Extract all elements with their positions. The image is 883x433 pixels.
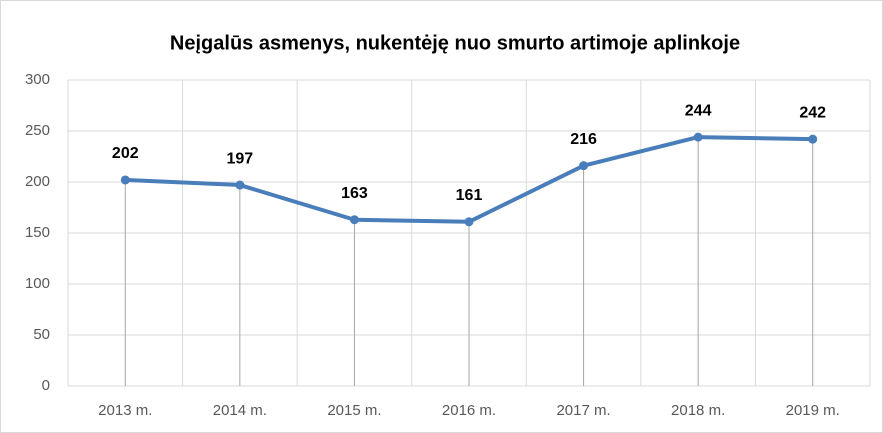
data-label: 202	[112, 145, 139, 162]
x-tick-label: 2013 m.	[98, 402, 152, 419]
point	[808, 134, 818, 144]
x-tick-label: 2017 m.	[556, 402, 610, 419]
point	[120, 175, 130, 185]
y-tick-label: 0	[42, 377, 50, 394]
y-tick-label: 50	[33, 326, 50, 343]
y-tick-label: 200	[25, 173, 50, 190]
y-tick-label: 300	[25, 71, 50, 88]
point	[579, 161, 589, 171]
x-tick-label: 2016 m.	[442, 402, 496, 419]
x-tick-label: 2019 m.	[786, 402, 840, 419]
data-label: 197	[227, 150, 254, 167]
x-tick-label: 2018 m.	[671, 402, 725, 419]
y-tick-label: 250	[25, 122, 50, 139]
point	[349, 215, 359, 225]
point	[693, 132, 703, 142]
y-tick-label: 150	[25, 224, 50, 241]
chart-title: Neįgalūs asmenys, nukentėję nuo smurto a…	[170, 32, 740, 54]
x-tick-label: 2015 m.	[327, 402, 381, 419]
data-label: 244	[685, 102, 712, 119]
point	[464, 217, 474, 227]
data-label: 242	[799, 104, 826, 121]
y-tick-label: 100	[25, 275, 50, 292]
point	[235, 180, 245, 190]
data-label: 216	[570, 131, 597, 148]
x-tick-label: 2014 m.	[213, 402, 267, 419]
data-label: 161	[456, 187, 483, 204]
data-label: 163	[341, 185, 368, 202]
